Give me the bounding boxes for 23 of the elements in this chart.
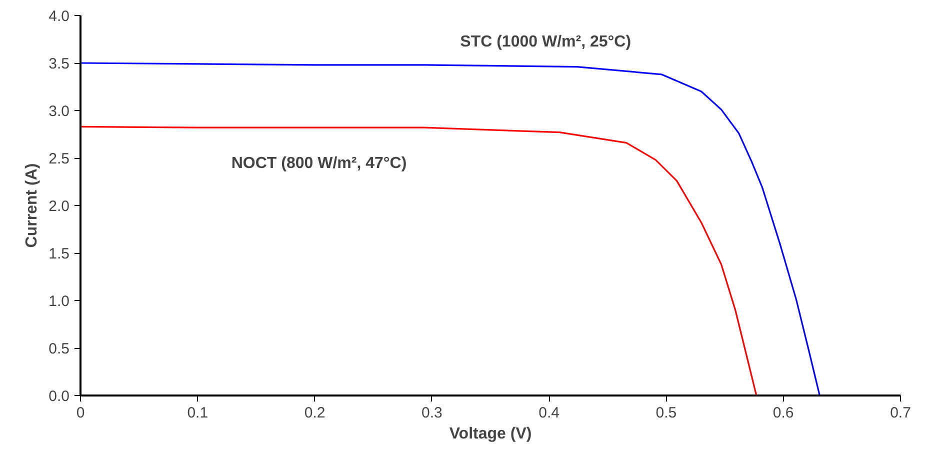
x-tick-label: 0 — [76, 404, 85, 422]
x-tick-label: 0.6 — [772, 404, 794, 422]
y-tick-label: 0.5 — [48, 340, 70, 358]
y-tick-label: 3.0 — [48, 103, 70, 120]
annotation: STC (1000 W/m², 25°C) — [460, 34, 632, 51]
x-axis-title: Voltage (V) — [449, 426, 532, 442]
y-tick-label: 1.5 — [48, 246, 70, 262]
y-tick-label: 0.0 — [48, 388, 70, 405]
y-tick-label: 2.0 — [48, 198, 70, 215]
x-tick-label: 0.4 — [538, 404, 560, 422]
x-tick-label: 0.1 — [187, 404, 208, 422]
x-tick-label: 0.7 — [890, 404, 911, 422]
x-tick-label: 0.3 — [422, 404, 442, 422]
y-tick-label: 4.0 — [48, 8, 70, 25]
x-tick-label: 0.2 — [304, 404, 326, 422]
line-series — [80, 126, 758, 396]
y-tick-label: 2.5 — [48, 150, 70, 168]
y-tick-label: 3.5 — [48, 56, 70, 72]
y-axis-title: Current (A) — [24, 163, 41, 248]
line-series — [80, 62, 820, 396]
annotation: NOCT (800 W/m², 47°C) — [231, 155, 407, 172]
y-tick-label: 1.0 — [48, 293, 70, 310]
x-tick-label: 0.5 — [656, 404, 677, 422]
